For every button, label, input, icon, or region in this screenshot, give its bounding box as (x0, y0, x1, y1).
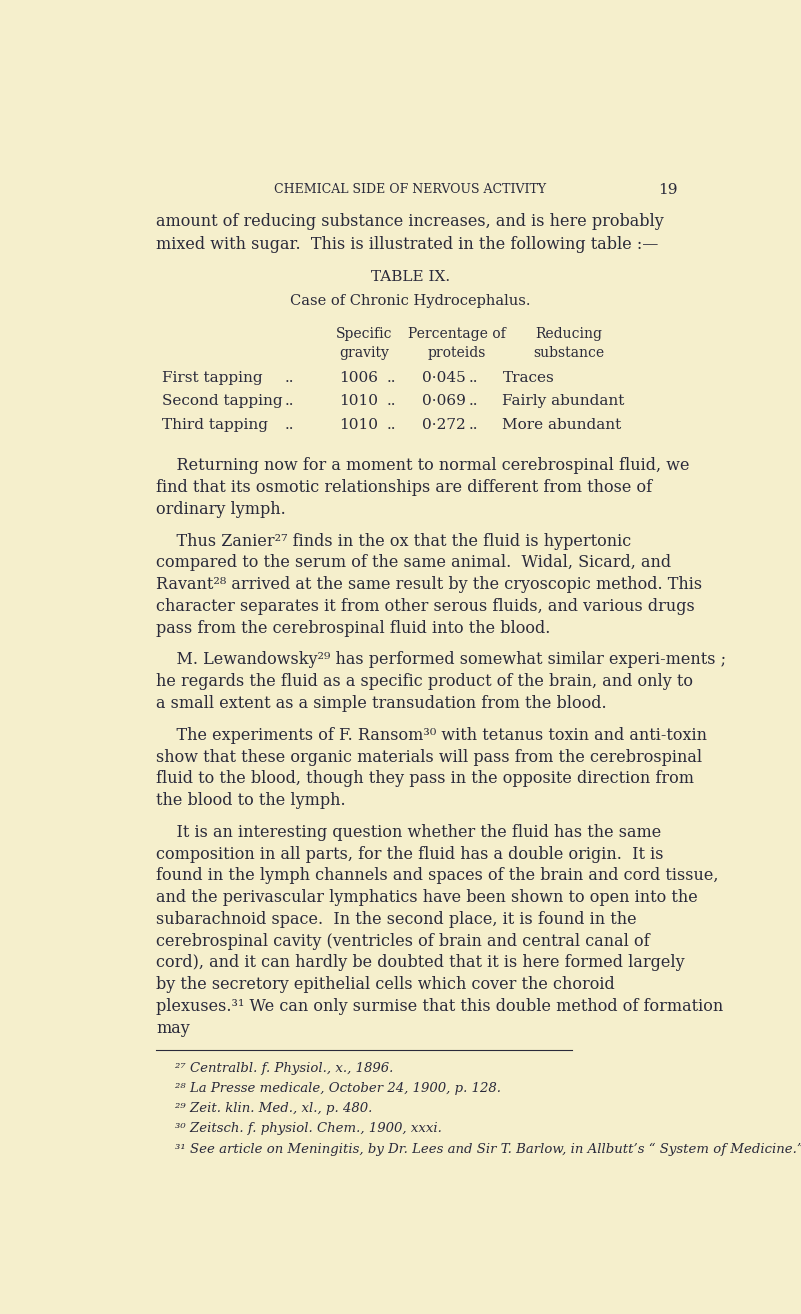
Text: fluid to the blood, though they pass in the opposite direction from: fluid to the blood, though they pass in … (156, 770, 694, 787)
Text: compared to the serum of the same animal.  Widal, Sicard, and: compared to the serum of the same animal… (156, 555, 671, 572)
Text: ..: .. (387, 418, 396, 432)
Text: ..: .. (469, 394, 478, 409)
Text: ²⁷ Centralbl. f. Physiol., x., 1896.: ²⁷ Centralbl. f. Physiol., x., 1896. (175, 1062, 393, 1075)
Text: The experiments of F. Ransom³⁰ with tetanus toxin and anti-toxin: The experiments of F. Ransom³⁰ with teta… (156, 727, 707, 744)
Text: may: may (156, 1020, 190, 1037)
Text: Reducing: Reducing (535, 327, 602, 340)
Text: character separates it from other serous fluids, and various drugs: character separates it from other serous… (156, 598, 694, 615)
Text: 0·272: 0·272 (421, 418, 465, 432)
Text: 19: 19 (658, 183, 678, 197)
Text: he regards the fluid as a specific product of the brain, and only to: he regards the fluid as a specific produ… (156, 673, 693, 690)
Text: proteids: proteids (428, 346, 486, 360)
Text: Fairly abundant: Fairly abundant (502, 394, 625, 409)
Text: found in the lymph channels and spaces of the brain and cord tissue,: found in the lymph channels and spaces o… (156, 867, 718, 884)
Text: It is an interesting question whether the fluid has the same: It is an interesting question whether th… (156, 824, 662, 841)
Text: 0·045: 0·045 (421, 371, 465, 385)
Text: Ravant²⁸ arrived at the same result by the cryoscopic method. This: Ravant²⁸ arrived at the same result by t… (156, 576, 702, 593)
Text: and the perivascular lymphatics have been shown to open into the: and the perivascular lymphatics have bee… (156, 890, 698, 907)
Text: ..: .. (387, 371, 396, 385)
Text: ..: .. (469, 418, 478, 432)
Text: ..: .. (469, 371, 478, 385)
Text: 0·069: 0·069 (421, 394, 465, 409)
Text: TABLE IX.: TABLE IX. (371, 269, 450, 284)
Text: ..: .. (387, 394, 396, 409)
Text: a small extent as a simple transudation from the blood.: a small extent as a simple transudation … (156, 695, 606, 712)
Text: ²⁹ Zeit. klin. Med., xl., p. 480.: ²⁹ Zeit. klin. Med., xl., p. 480. (175, 1102, 372, 1116)
Text: Percentage of: Percentage of (409, 327, 506, 340)
Text: ..: .. (285, 371, 295, 385)
Text: subarachnoid space.  In the second place, it is found in the: subarachnoid space. In the second place,… (156, 911, 637, 928)
Text: composition in all parts, for the fluid has a double origin.  It is: composition in all parts, for the fluid … (156, 846, 663, 863)
Text: Returning now for a moment to normal cerebrospinal fluid, we: Returning now for a moment to normal cer… (156, 457, 690, 474)
Text: Traces: Traces (502, 371, 554, 385)
Text: show that these organic materials will pass from the cerebrospinal: show that these organic materials will p… (156, 749, 702, 766)
Text: 1010: 1010 (339, 394, 378, 409)
Text: Case of Chronic Hydrocephalus.: Case of Chronic Hydrocephalus. (290, 294, 531, 309)
Text: the blood to the lymph.: the blood to the lymph. (156, 792, 345, 809)
Text: 1006: 1006 (339, 371, 378, 385)
Text: substance: substance (533, 346, 605, 360)
Text: ordinary lymph.: ordinary lymph. (156, 501, 286, 518)
Text: plexuses.³¹ We can only surmise that this double method of formation: plexuses.³¹ We can only surmise that thi… (156, 997, 723, 1014)
Text: 1010: 1010 (339, 418, 378, 432)
Text: Third tapping: Third tapping (162, 418, 268, 432)
Text: ..: .. (285, 394, 295, 409)
Text: CHEMICAL SIDE OF NERVOUS ACTIVITY: CHEMICAL SIDE OF NERVOUS ACTIVITY (275, 183, 546, 196)
Text: ³¹ See article on Meningitis, by Dr. Lees and Sir T. Barlow, in Allbutt’s “ Syst: ³¹ See article on Meningitis, by Dr. Lee… (175, 1143, 801, 1156)
Text: find that its osmotic relationships are different from those of: find that its osmotic relationships are … (156, 478, 652, 495)
Text: pass from the cerebrospinal fluid into the blood.: pass from the cerebrospinal fluid into t… (156, 620, 550, 636)
Text: More abundant: More abundant (502, 418, 622, 432)
Text: Specific: Specific (336, 327, 392, 340)
Text: Second tapping: Second tapping (162, 394, 283, 409)
Text: cord), and it can hardly be doubted that it is here formed largely: cord), and it can hardly be doubted that… (156, 954, 685, 971)
Text: amount of reducing substance increases, and is here probably: amount of reducing substance increases, … (156, 213, 664, 230)
Text: mixed with sugar.  This is illustrated in the following table :—: mixed with sugar. This is illustrated in… (156, 235, 658, 252)
Text: ..: .. (285, 418, 295, 432)
Text: Thus Zanier²⁷ finds in the ox that the fluid is hypertonic: Thus Zanier²⁷ finds in the ox that the f… (156, 532, 631, 549)
Text: M. Lewandowsky²⁹ has performed somewhat similar experi-ments ;: M. Lewandowsky²⁹ has performed somewhat … (156, 652, 727, 669)
Text: First tapping: First tapping (162, 371, 263, 385)
Text: ²⁸ La Presse medicale, October 24, 1900, p. 128.: ²⁸ La Presse medicale, October 24, 1900,… (175, 1081, 501, 1095)
Text: gravity: gravity (339, 346, 389, 360)
Text: cerebrospinal cavity (ventricles of brain and central canal of: cerebrospinal cavity (ventricles of brai… (156, 933, 650, 950)
Text: by the secretory epithelial cells which cover the choroid: by the secretory epithelial cells which … (156, 976, 614, 993)
Text: ³⁰ Zeitsch. f. physiol. Chem., 1900, xxxi.: ³⁰ Zeitsch. f. physiol. Chem., 1900, xxx… (175, 1122, 441, 1135)
